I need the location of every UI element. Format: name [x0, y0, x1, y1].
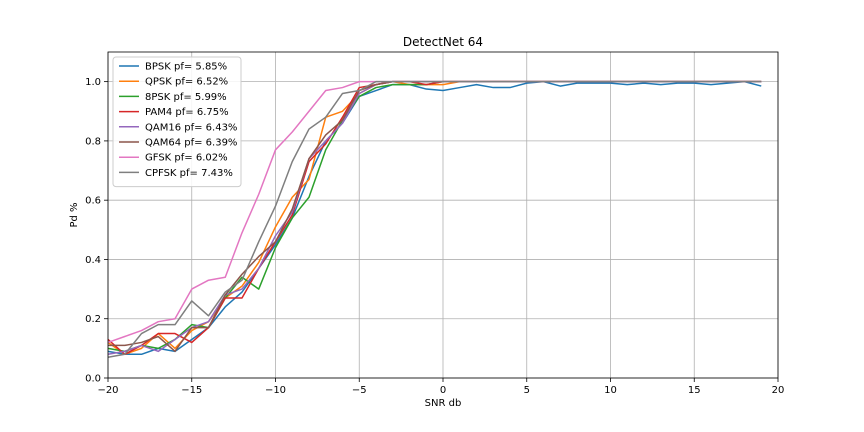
legend-label: QAM16 pf= 6.43% [145, 122, 237, 133]
x-tick-label: −20 [97, 385, 118, 396]
x-axis: −20 −15 −10 −5 0 5 10 15 20 [97, 378, 784, 396]
x-tick-label: 20 [772, 385, 785, 396]
legend-label: QAM64 pf= 6.39% [145, 138, 237, 149]
legend-frame [112, 56, 242, 188]
legend-label: QPSK pf= 6.52% [145, 77, 228, 88]
y-axis: 0.0 0.2 0.4 0.6 0.8 1.0 [85, 77, 108, 385]
legend-label: CPFSK pf= 7.43% [145, 168, 233, 179]
x-tick-label: 15 [688, 385, 701, 396]
legend-label: PAM4 pf= 6.75% [145, 107, 229, 118]
x-tick-label: 10 [604, 385, 617, 396]
legend-label: 8PSK pf= 5.99% [145, 92, 227, 103]
y-axis-label: Pd % [69, 202, 80, 227]
x-tick-label: −10 [265, 385, 286, 396]
legend-label: BPSK pf= 5.85% [145, 62, 227, 73]
y-tick-label: 0.8 [85, 136, 101, 147]
y-tick-label: 0.6 [85, 196, 101, 207]
series-group [107, 80, 762, 358]
series-line-7 [107, 80, 762, 358]
chart-title: DetectNet 64 [403, 35, 483, 49]
y-tick-label: 0.4 [85, 255, 101, 266]
legend: BPSK pf= 5.85% QPSK pf= 6.52% 8PSK pf= 5.9… [112, 56, 242, 188]
x-tick-label: 5 [524, 385, 530, 396]
y-tick-label: 1.0 [85, 77, 101, 88]
x-axis-label: SNR db [425, 398, 462, 409]
x-tick-label: 0 [440, 385, 446, 396]
legend-label: GFSK pf= 6.02% [145, 153, 228, 164]
x-tick-label: −5 [352, 385, 367, 396]
series-line-0 [107, 80, 762, 356]
x-tick-label: −15 [181, 385, 202, 396]
y-tick-label: 0.2 [85, 314, 101, 325]
y-tick-label: 0.0 [85, 374, 101, 385]
